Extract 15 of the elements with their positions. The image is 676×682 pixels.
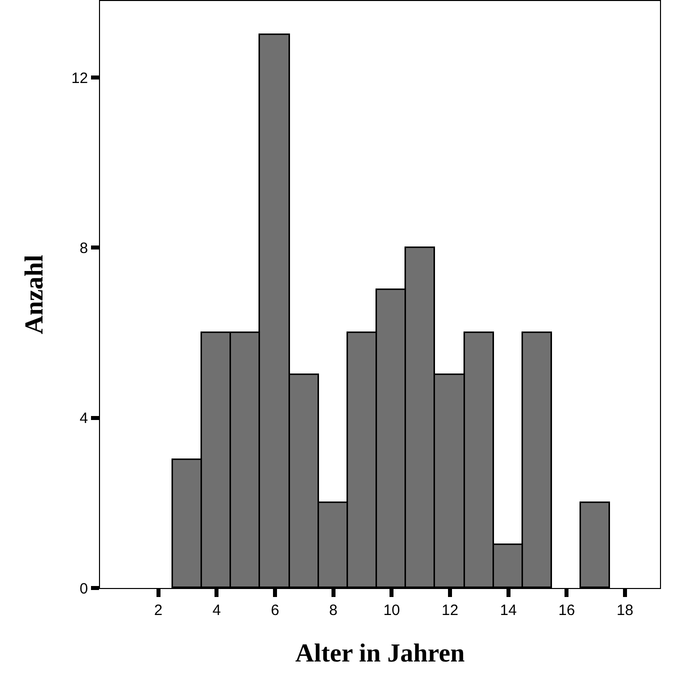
x-tick-label: 16: [558, 602, 576, 619]
x-tick-label: 18: [616, 602, 634, 619]
x-tick-label: 12: [442, 602, 458, 619]
x-tick-label: 4: [212, 602, 221, 619]
y-tick-label: 0: [80, 580, 88, 598]
x-tick-label: 6: [270, 602, 280, 619]
y-axis-title: Anzahl: [20, 254, 49, 334]
x-axis-title: Alter in Jahren: [295, 638, 466, 668]
y-tick-label: 12: [71, 70, 88, 87]
y-tick-label: 4: [80, 410, 88, 428]
x-tick-label: 14: [500, 602, 517, 619]
x-tick-label: 8: [329, 602, 338, 619]
x-tick-label: 10: [383, 602, 400, 619]
x-tick-label: 2: [154, 602, 162, 619]
y-tick-label: 8: [80, 240, 88, 257]
